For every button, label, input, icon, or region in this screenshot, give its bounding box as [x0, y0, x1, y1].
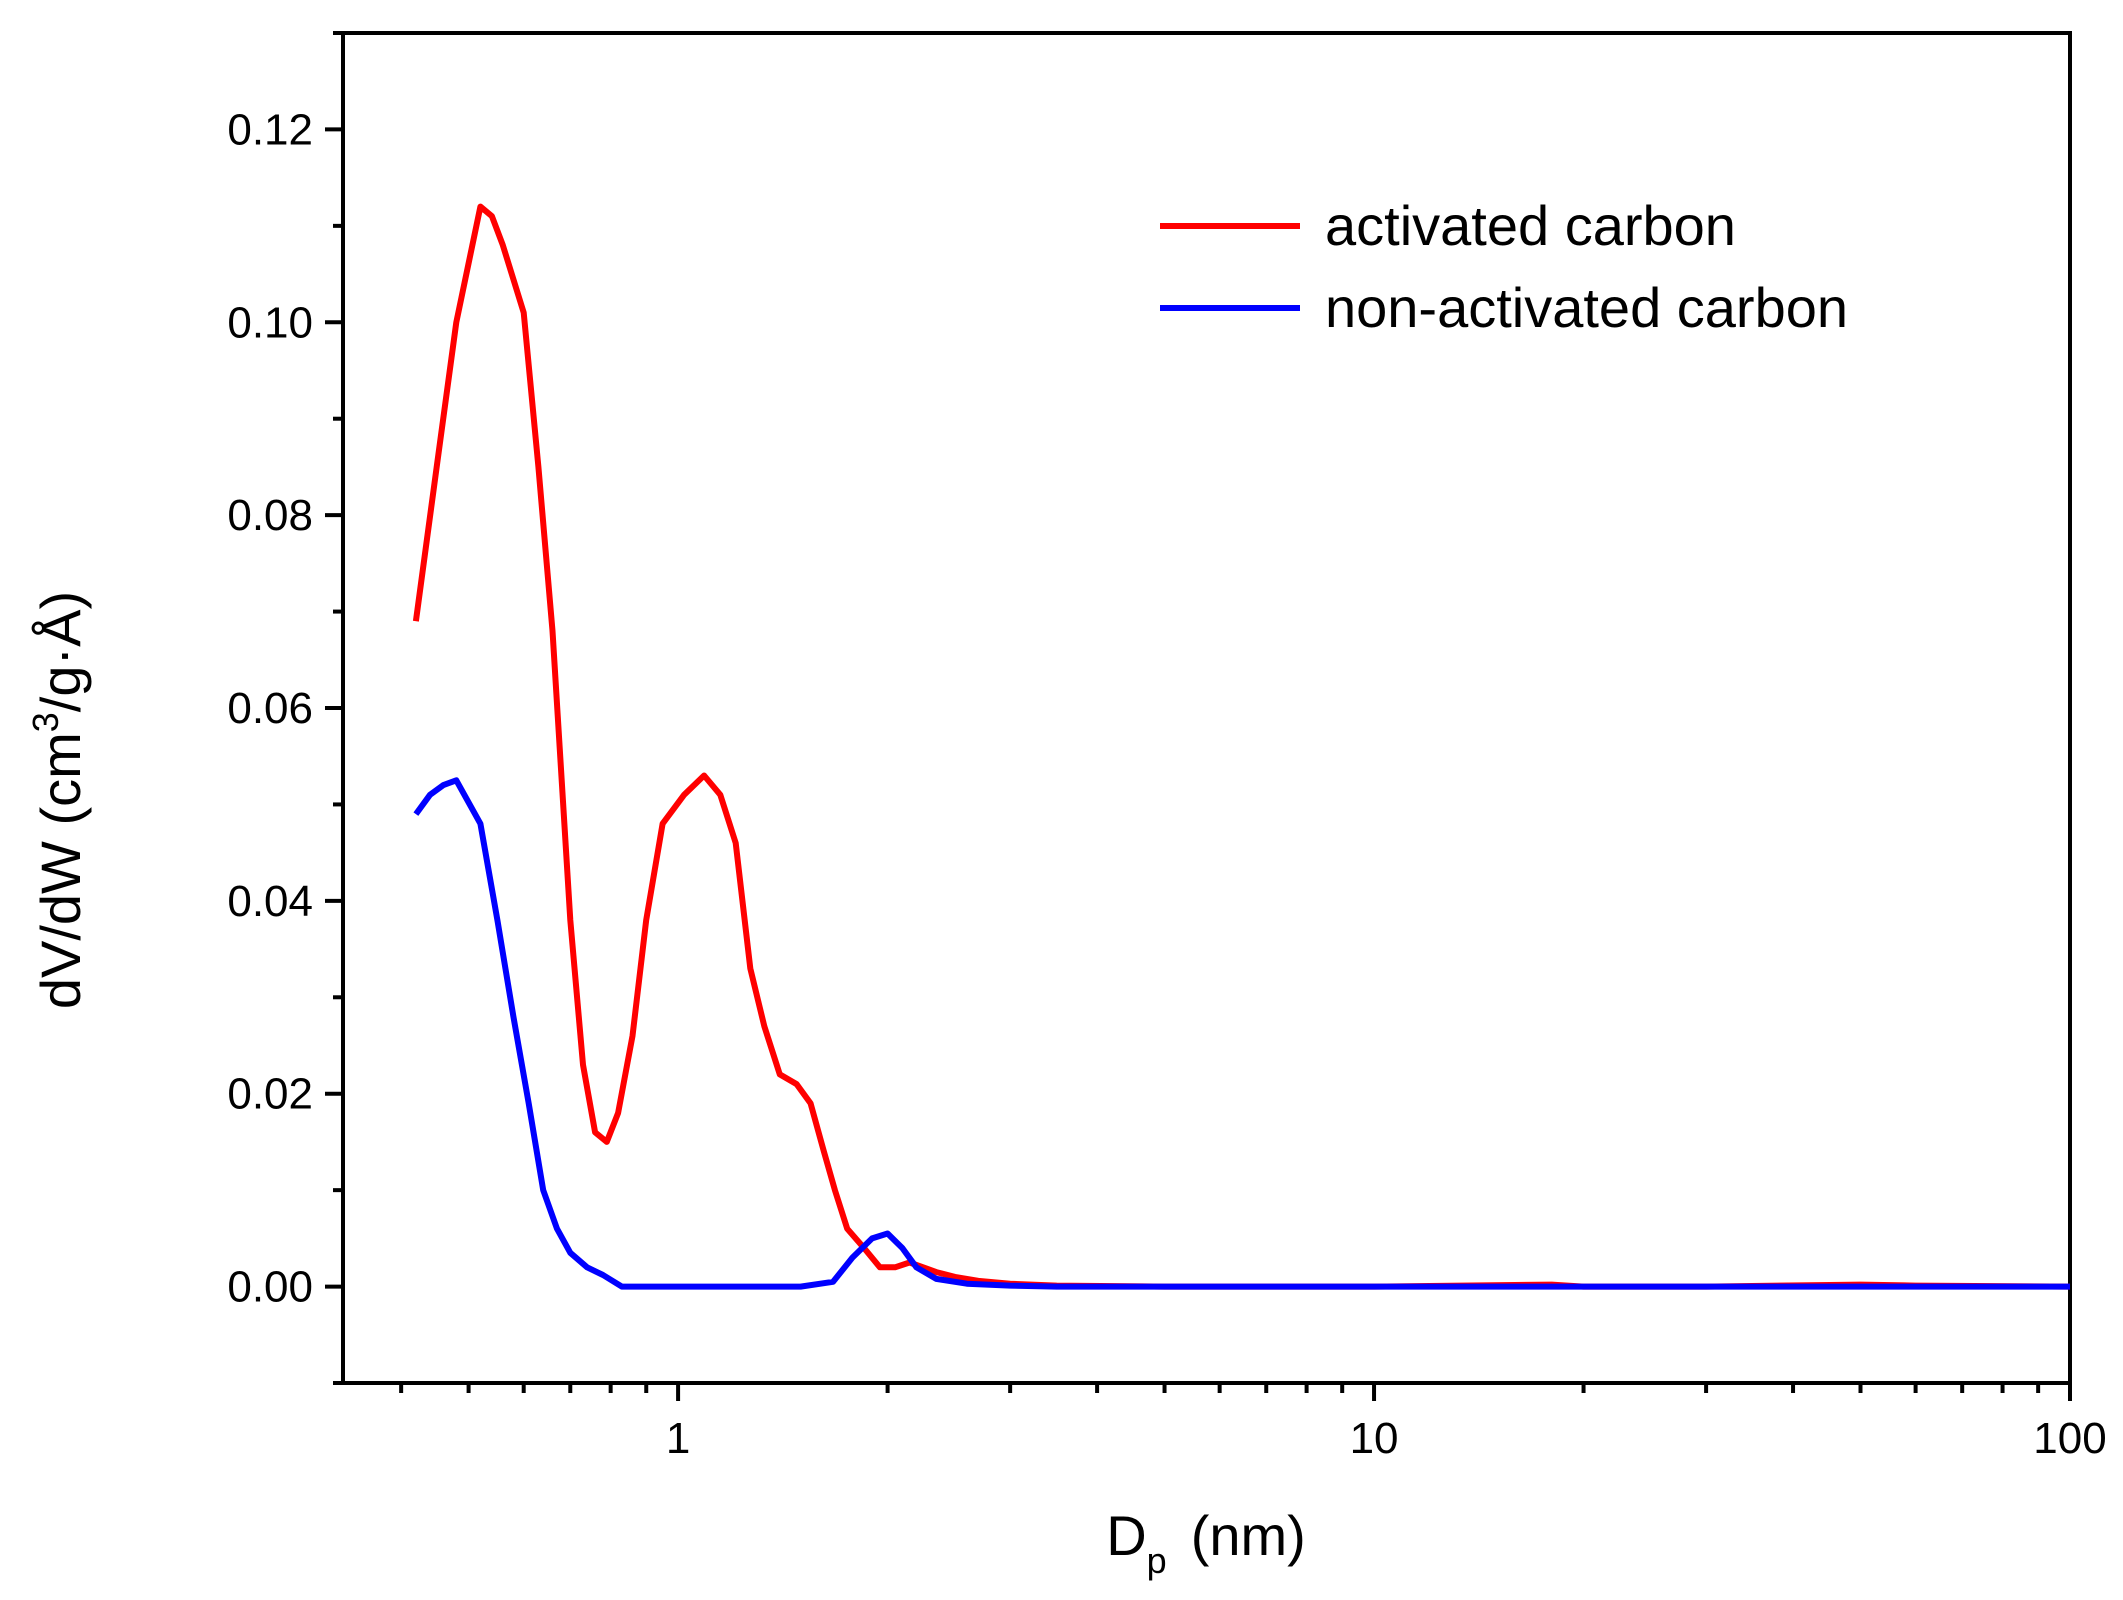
- x-tick-label: 10: [1350, 1414, 1399, 1463]
- y-tick-label: 0.12: [227, 105, 313, 154]
- x-axis: 1 10 100: [399, 1383, 2107, 1463]
- series-line-activated: [412, 203, 2071, 1290]
- x-tick-label: 100: [2033, 1414, 2106, 1463]
- y-tick-label: 0.02: [227, 1070, 313, 1119]
- x-tick-label: 1: [666, 1414, 690, 1463]
- y-tick-label: 0.06: [227, 684, 313, 733]
- x-axis-title-subscript: p: [1147, 1540, 1167, 1581]
- y-axis-title-superscript: 3: [25, 712, 66, 732]
- series-line-non-activated: [413, 777, 2070, 1290]
- x-axis-title-suffix: (nm): [1191, 1504, 1306, 1567]
- y-tick-label: 0.08: [227, 491, 313, 540]
- legend-label-activated: activated carbon: [1325, 194, 1736, 257]
- y-tick-label: 0.04: [227, 877, 313, 926]
- legend: activated carbon non-activated carbon: [1160, 194, 1848, 339]
- y-axis-title: dV/dW (cm3/g·Å): [25, 591, 92, 1009]
- y-tick-label: 0.10: [227, 298, 313, 347]
- x-axis-title: Dp (nm): [1106, 1504, 1306, 1581]
- y-axis: 0.00 0.02 0.04 0.06 0.08 0.10 0.12: [227, 31, 343, 1385]
- y-axis-title-suffix: /g·Å): [29, 591, 92, 712]
- series-layer: [412, 203, 2071, 1290]
- legend-label-non-activated: non-activated carbon: [1325, 276, 1848, 339]
- x-axis-title-main: D: [1106, 1504, 1146, 1567]
- plot-frame: [341, 31, 2072, 1385]
- y-tick-label: 0.00: [227, 1263, 313, 1312]
- y-axis-title-prefix: dV/dW (cm: [29, 732, 92, 1009]
